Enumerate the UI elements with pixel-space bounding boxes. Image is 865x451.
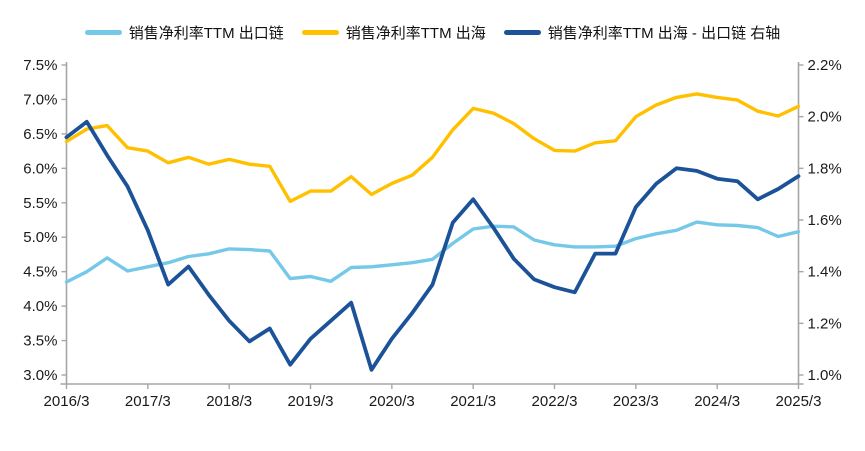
x-axis-tick-label: 2020/3 xyxy=(369,393,415,410)
left-axis-tick-label: 6.5% xyxy=(23,126,57,143)
left-axis-tick-label: 3.0% xyxy=(23,367,57,384)
series-line-difference xyxy=(64,119,801,372)
right-axis-tick-label: 2.2% xyxy=(808,57,842,74)
x-axis-tick-label: 2024/3 xyxy=(694,393,740,410)
right-axis-tick-label: 1.2% xyxy=(808,315,842,332)
legend-item-export-chain: 销售净利率TTM 出口链 xyxy=(84,22,284,43)
legend-line-swatch xyxy=(84,30,122,35)
series-line-overseas xyxy=(64,92,801,204)
legend-item-difference-right-axis: 销售净利率TTM 出海 - 出口链 右轴 xyxy=(503,22,781,43)
legend-line-swatch xyxy=(301,30,339,35)
left-axis-tick-label: 7.5% xyxy=(23,57,57,74)
left-axis-tick-label: 4.5% xyxy=(23,264,57,281)
legend-item-overseas: 销售净利率TTM 出海 xyxy=(301,22,486,43)
left-axis-tick-label: 4.0% xyxy=(23,298,57,315)
x-axis-tick-label: 2023/3 xyxy=(613,393,659,410)
x-axis-tick-label: 2016/3 xyxy=(44,393,90,410)
chart-legend: 销售净利率TTM 出口链 销售净利率TTM 出海 销售净利率TTM 出海 - 出… xyxy=(0,22,865,43)
x-axis-tick-label: 2021/3 xyxy=(450,393,496,410)
x-axis-tick-label: 2017/3 xyxy=(125,393,171,410)
x-axis-tick-label: 2018/3 xyxy=(206,393,252,410)
left-axis-tick-label: 5.5% xyxy=(23,195,57,212)
left-axis-tick-label: 6.0% xyxy=(23,160,57,177)
left-axis-tick-label: 3.5% xyxy=(23,333,57,350)
legend-label: 销售净利率TTM 出海 xyxy=(345,25,486,42)
legend-line-swatch xyxy=(503,30,541,35)
x-axis-tick-label: 2025/3 xyxy=(776,393,822,410)
right-axis-tick-label: 1.0% xyxy=(808,367,842,384)
series-line-export-chain xyxy=(64,220,801,284)
legend-label: 销售净利率TTM 出海 - 出口链 右轴 xyxy=(547,25,781,42)
x-axis-tick-label: 2022/3 xyxy=(532,393,578,410)
x-axis-tick-label: 2019/3 xyxy=(288,393,334,410)
left-axis-tick-label: 5.0% xyxy=(23,229,57,246)
right-axis-tick-label: 1.8% xyxy=(808,160,842,177)
right-axis-tick-label: 2.0% xyxy=(808,109,842,126)
legend-label: 销售净利率TTM 出口链 xyxy=(128,25,284,42)
right-axis-tick-label: 1.4% xyxy=(808,264,842,281)
right-axis-tick-label: 1.6% xyxy=(808,212,842,229)
left-axis-tick-label: 7.0% xyxy=(23,91,57,108)
